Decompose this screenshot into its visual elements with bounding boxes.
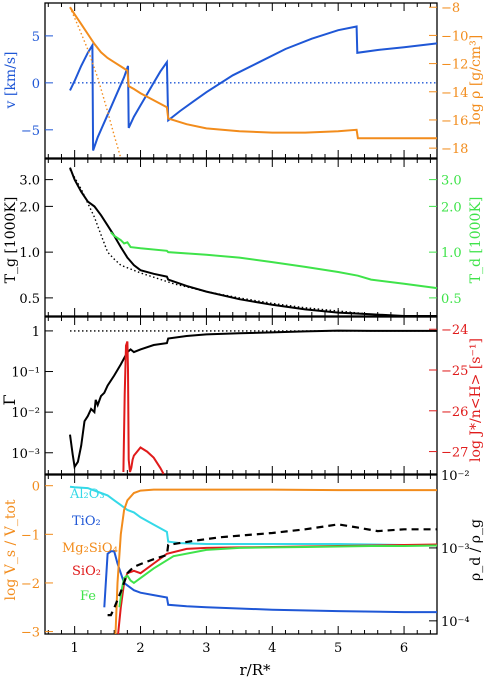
- x-tick-label: 4: [268, 641, 276, 656]
- legend-tio2: TiO₂: [72, 514, 101, 529]
- panel1-left-tick-label: 5: [32, 30, 40, 45]
- panel2-gas-temperature-grey-line: [69, 169, 437, 317]
- panel2-left-tick-label: 1.0: [19, 246, 40, 261]
- panel3-left-tick-label: 10⁻³: [11, 447, 40, 462]
- panel3-left-tick-label: 10⁻²: [11, 406, 40, 421]
- panel1-ylabel-left: v [km/s]: [3, 52, 19, 110]
- x-tick-label: 3: [202, 641, 210, 656]
- panel4-right-tick-label: 10⁻⁴: [441, 615, 470, 630]
- panel2-dust-temperature-line: [110, 231, 438, 290]
- panel1-right-tick-label: −12: [441, 58, 468, 73]
- panel1-velocity-line: [69, 25, 438, 151]
- panel2-right-tick-label: 0.5: [441, 292, 462, 307]
- panel1-right-tick-label: −10: [441, 29, 468, 44]
- panel4-series-species-3-line: [117, 543, 438, 635]
- panel4-left-tick-label: −2: [21, 577, 40, 592]
- panel4-ylabel-left: log V_s / V_tot: [3, 499, 19, 600]
- panel4-right-tick-label: 10⁻²: [441, 469, 470, 484]
- panel1-right-tick-label: −14: [441, 86, 468, 101]
- x-tick-label: 5: [334, 641, 342, 656]
- legend-al2o3: Al₂O₃: [69, 487, 105, 502]
- panel3-left-tick-label: 1: [32, 325, 40, 340]
- x-tick-label: 2: [136, 641, 144, 656]
- panel4-left-tick-label: −1: [21, 528, 40, 543]
- x-axis-label: r/R*: [239, 661, 271, 679]
- panel3-ylabel-left: Γ: [0, 394, 19, 405]
- panel4-ylabel-right: ρ_d / ρ_g: [468, 519, 484, 581]
- panel3-right-tick-label: −25: [441, 364, 468, 379]
- panel1-ylabel-right: log ρ [g/cm³]: [468, 35, 484, 125]
- panel3-nucleation-rate-line: [122, 341, 165, 475]
- panel2-right-tick-label: 2.0: [441, 200, 462, 215]
- panel4-series-species-4-line: [118, 544, 438, 608]
- panel3-ylabel-right: log J*/n<H> [s⁻¹]: [468, 338, 484, 462]
- panel4-series-dust-to-gas-ratio-line: [107, 523, 437, 617]
- panel1-left-tick-label: −5: [21, 124, 40, 139]
- x-tick-label: 6: [400, 641, 408, 656]
- legend-fe: Fe: [80, 589, 96, 604]
- panel2-gas-temperature-line: [69, 167, 437, 317]
- panel1-right-tick-label: −8: [441, 1, 460, 16]
- panel-1-frame: [44, 2, 438, 159]
- panel4-left-tick-label: −3: [21, 626, 40, 641]
- panel3-gamma-line: [69, 329, 437, 470]
- panel1-density-line: [69, 6, 437, 140]
- panel2-left-tick-label: 2.0: [19, 200, 40, 215]
- x-tick-label: 1: [71, 641, 79, 656]
- panel2-left-tick-label: 0.5: [19, 292, 40, 307]
- legend-mg2sio4: Mg₂SiO₄: [62, 541, 118, 556]
- panel-4-frame: [44, 474, 438, 635]
- panel4-series-species-0-line: [69, 485, 437, 546]
- panel1-right-tick-label: −16: [441, 114, 468, 129]
- panel-3-frame: [44, 316, 438, 475]
- labels-layer: v [km/s] log ρ [g/cm³] T_g [1000K] T_d […: [0, 35, 484, 679]
- panel-2-frame: [44, 158, 438, 317]
- panel4-left-tick-label: 0: [32, 480, 40, 495]
- panel4-series-species-2-line: [114, 488, 437, 635]
- panel2-right-tick-label: 3.0: [441, 174, 462, 189]
- panel2-ylabel-right: T_d [1000K]: [468, 197, 484, 284]
- panel4-series-species-1-line: [103, 550, 437, 614]
- legend-sio2: SiO₂: [72, 564, 101, 579]
- panels-layer: 1 2 3 4 5 650−5−8−10−12−14−16−183.0 3.02.0 2.01…: [11, 1, 469, 656]
- panel3-right-tick-label: −24: [441, 323, 468, 338]
- panel1-left-tick-label: 0: [32, 77, 40, 92]
- panel2-left-tick-label: 3.0: [19, 174, 40, 189]
- panel1-right-tick-label: −18: [441, 142, 468, 157]
- panel3-left-tick-label: 10⁻¹: [11, 366, 40, 381]
- panel3-right-tick-label: −26: [441, 405, 468, 420]
- panel2-right-tick-label: 1.0: [441, 246, 462, 261]
- panel3-right-tick-label: −27: [441, 446, 468, 461]
- panel2-ylabel-left: T_g [1000K]: [3, 197, 19, 284]
- panel4-right-tick-label: 10⁻³: [441, 542, 470, 557]
